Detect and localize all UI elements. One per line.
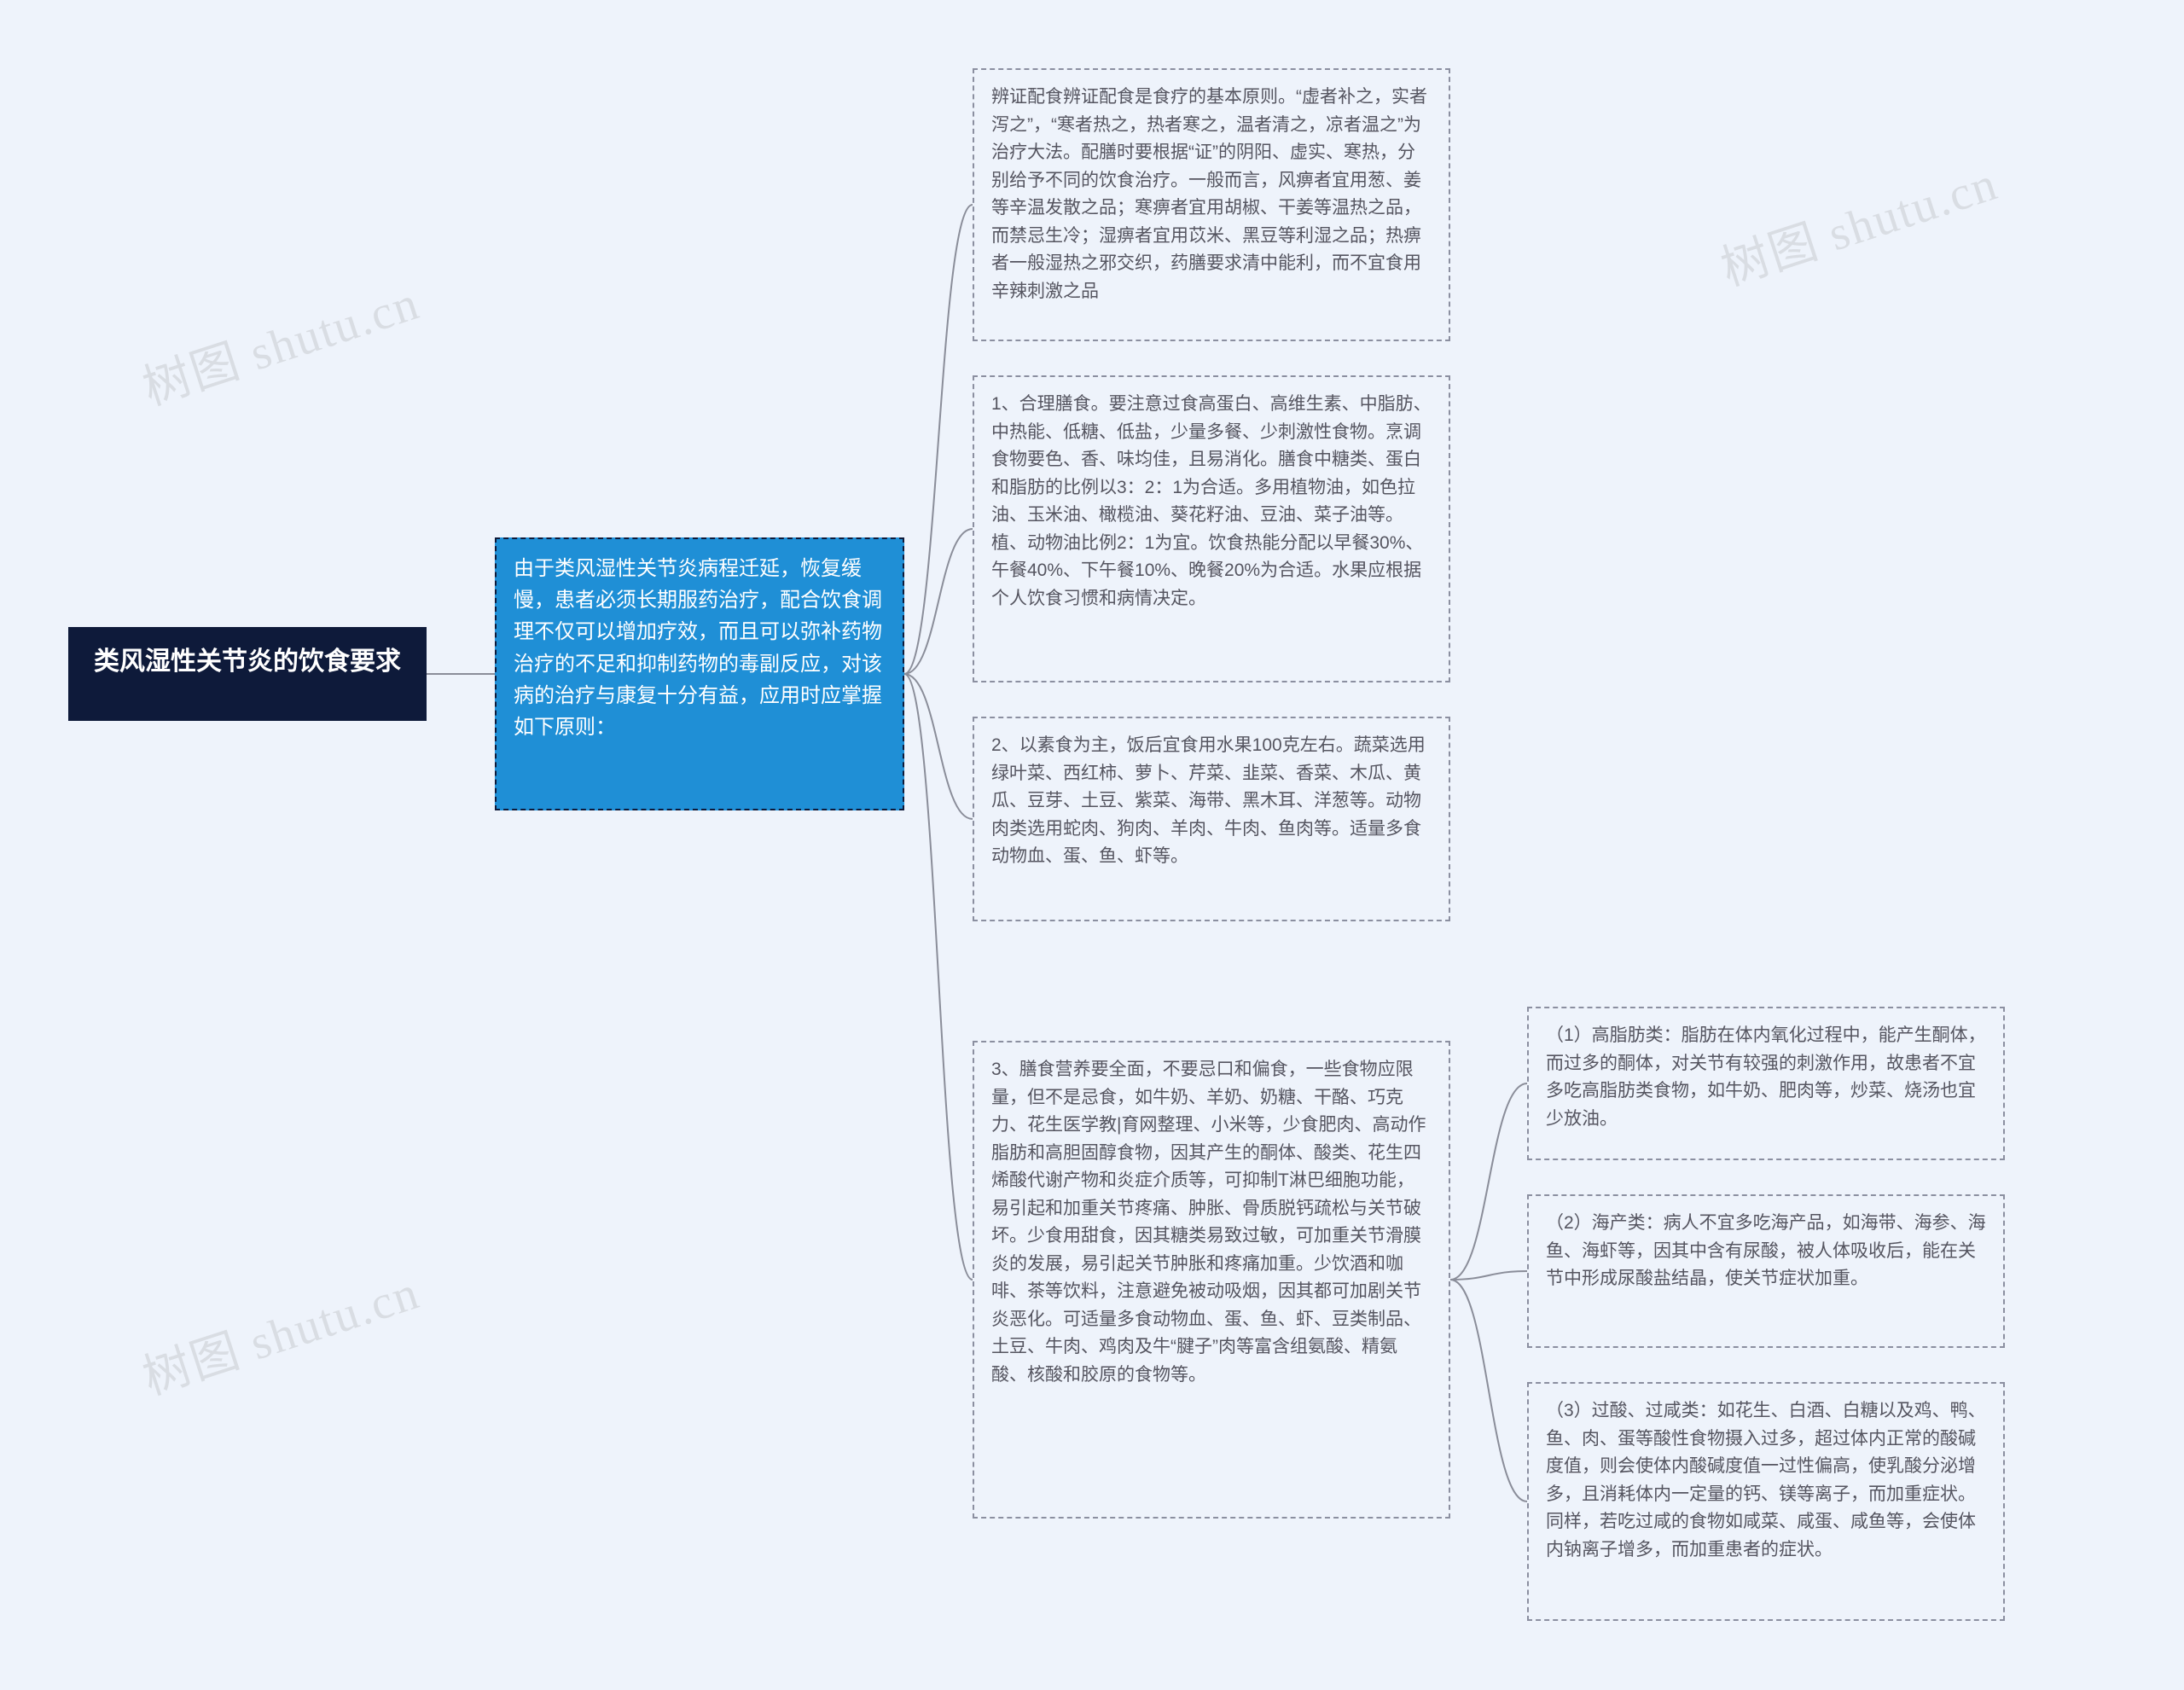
leaf-node[interactable]: 2、以素食为主，饭后宜食用水果100克左右。蔬菜选用绿叶菜、西红柿、萝卜、芹菜、… xyxy=(973,717,1450,921)
mindmap-canvas: 树图 shutu.cn 树图 shutu.cn 树图 shutu.cn 树图 s… xyxy=(0,0,2184,1690)
leaf-node[interactable]: 3、膳食营养要全面，不要忌口和偏食，一些食物应限量，但不是忌食，如牛奶、羊奶、奶… xyxy=(973,1041,1450,1519)
leaf-node[interactable]: 辨证配食辨证配食是食疗的基本原则。“虚者补之，实者泻之”，“寒者热之，热者寒之，… xyxy=(973,68,1450,341)
leaf-node[interactable]: （2）海产类：病人不宜多吃海产品，如海带、海参、海鱼、海虾等，因其中含有尿酸，被… xyxy=(1527,1194,2005,1348)
watermark: 树图 shutu.cn xyxy=(133,1254,427,1408)
leaf-node[interactable]: （1）高脂肪类：脂肪在体内氧化过程中，能产生酮体，而过多的酮体，对关节有较强的刺… xyxy=(1527,1007,2005,1160)
root-node[interactable]: 类风湿性关节炎的饮食要求 xyxy=(68,627,427,721)
watermark: 树图 shutu.cn xyxy=(1711,145,2006,299)
main-node[interactable]: 由于类风湿性关节炎病程迁延，恢复缓慢，患者必须长期服药治疗，配合饮食调理不仅可以… xyxy=(495,537,904,810)
leaf-node[interactable]: （3）过酸、过咸类：如花生、白酒、白糖以及鸡、鸭、鱼、肉、蛋等酸性食物摄入过多，… xyxy=(1527,1382,2005,1621)
leaf-node[interactable]: 1、合理膳食。要注意过食高蛋白、高维生素、中脂肪、中热能、低糖、低盐，少量多餐、… xyxy=(973,375,1450,682)
watermark: 树图 shutu.cn xyxy=(133,264,427,419)
